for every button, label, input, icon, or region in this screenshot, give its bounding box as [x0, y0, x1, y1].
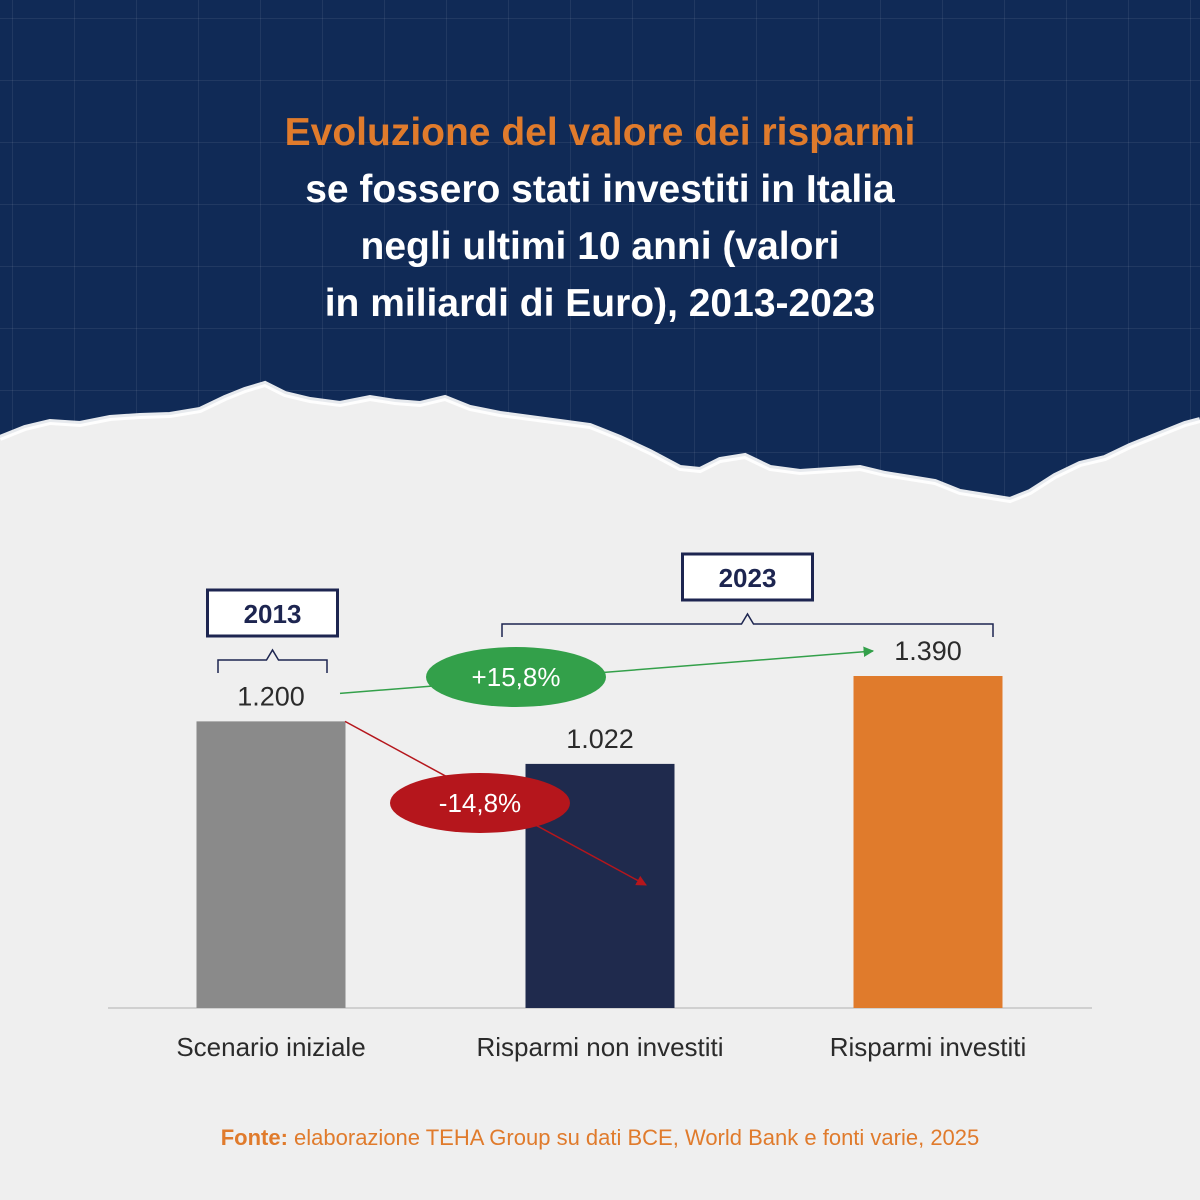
torn-paper-edge	[0, 380, 1200, 540]
source-label: Fonte:	[220, 1125, 288, 1150]
bar-0	[196, 721, 346, 1008]
year-label-0: 2013	[244, 599, 302, 629]
year-label-1: 2023	[719, 563, 777, 593]
value-label-2: 1.390	[894, 636, 962, 666]
value-label-0: 1.200	[237, 681, 305, 711]
year-brace-1	[501, 612, 994, 637]
category-label-2: Risparmi investiti	[830, 1032, 1027, 1062]
category-label-1: Risparmi non investiti	[476, 1032, 723, 1062]
year-box-0	[206, 588, 339, 638]
change-badge-1	[390, 773, 570, 833]
bar-2	[853, 676, 1003, 1008]
title-highlight: Evoluzione del valore dei risparmi	[284, 111, 916, 154]
change-label-1: -14,8%	[439, 788, 521, 818]
change-badge-0	[426, 647, 606, 707]
source-text: elaborazione TEHA Group su dati BCE, Wor…	[287, 1125, 980, 1150]
value-label-1: 1.022	[566, 724, 634, 754]
source-note: Fonte: elaborazione TEHA Group su dati B…	[0, 1125, 1200, 1151]
year-box-1	[681, 552, 814, 602]
change-arrow-0	[339, 646, 875, 695]
chart-title: Evoluzione del valore dei risparmi se fo…	[100, 104, 1100, 332]
change-label-0: +15,8%	[472, 662, 561, 692]
title-subtitle: se fossero stati investiti in Italia neg…	[305, 168, 895, 325]
year-brace-0	[217, 648, 328, 673]
category-label-0: Scenario iniziale	[176, 1032, 365, 1062]
